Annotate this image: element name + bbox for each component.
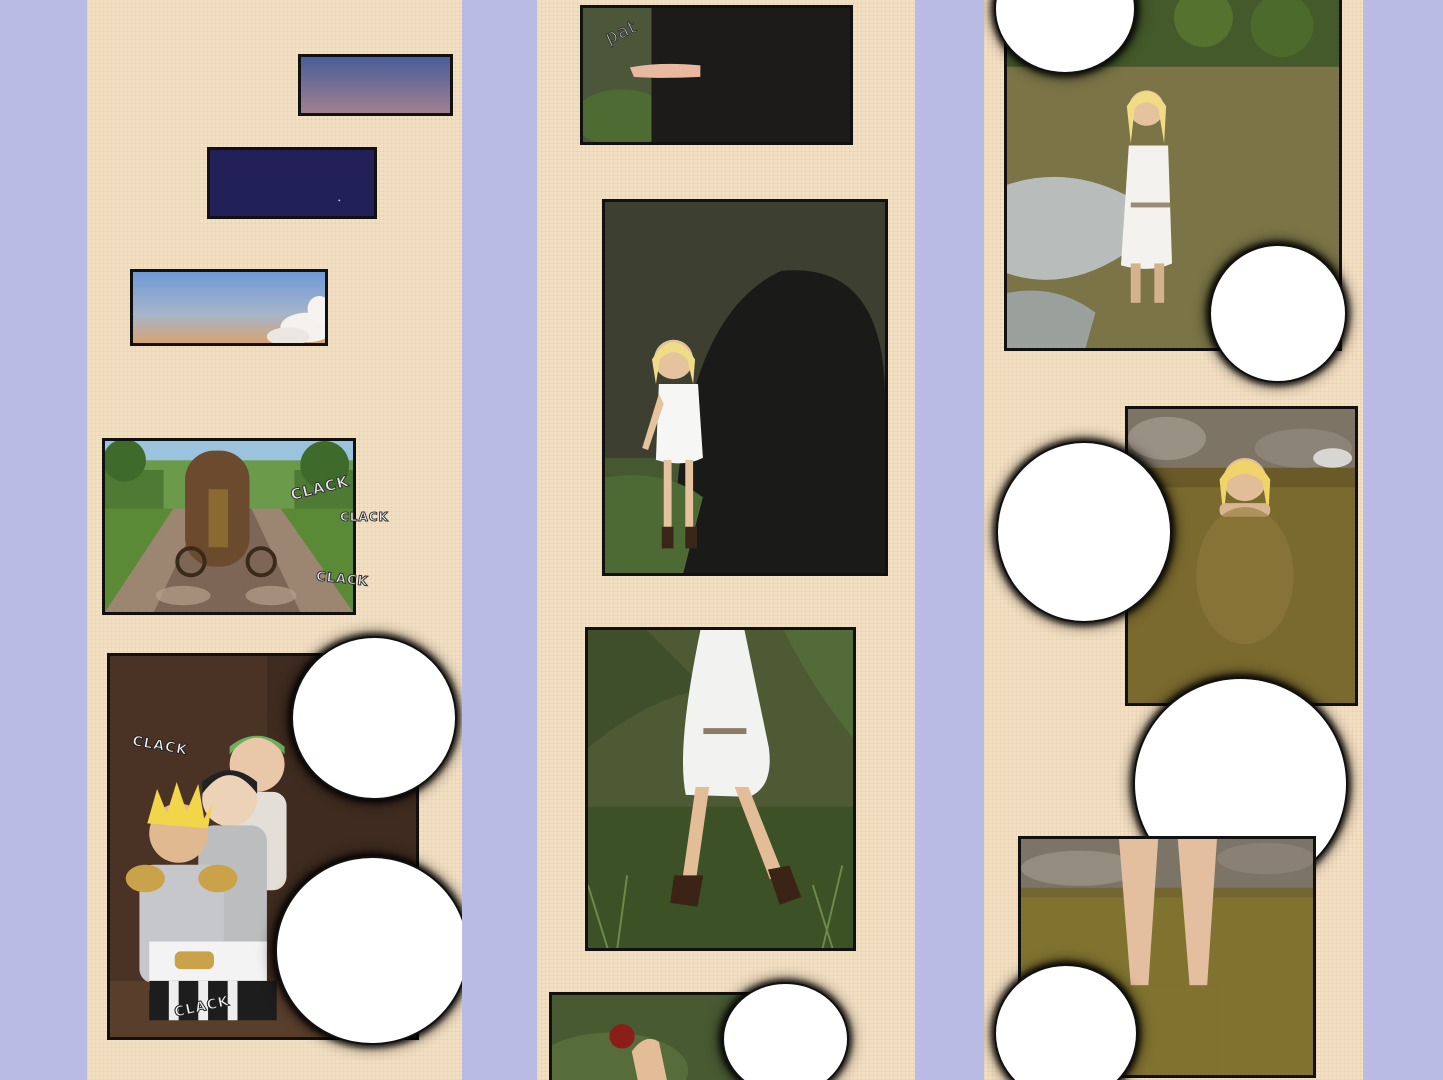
- panel-legs-in-water: [1018, 836, 1316, 1078]
- speech-bubble: [998, 443, 1170, 621]
- comic-strip-2: pat: [537, 0, 915, 1080]
- panel-hand-on-rock: pat: [580, 5, 853, 145]
- panel-cave-exit: [602, 199, 888, 576]
- speech-bubble: [293, 638, 455, 798]
- panel-morning-sky: [130, 269, 328, 346]
- speech-bubble: [1211, 246, 1345, 381]
- panel-night-sky: [207, 147, 377, 219]
- sfx-clack: CLACK: [340, 510, 389, 525]
- panel-apple: [549, 992, 771, 1080]
- comic-strip-3: [984, 0, 1363, 1080]
- panel-carriage-road: CLACK: [102, 438, 356, 615]
- panel-dusk-sky: [298, 54, 453, 116]
- speech-bubble: [996, 966, 1136, 1080]
- panel-walking-feet: [585, 627, 856, 951]
- speech-bubble: [724, 984, 847, 1080]
- speech-bubble: [277, 858, 462, 1043]
- comic-strip-1: CLACK CLACK CLACK: [87, 0, 462, 1080]
